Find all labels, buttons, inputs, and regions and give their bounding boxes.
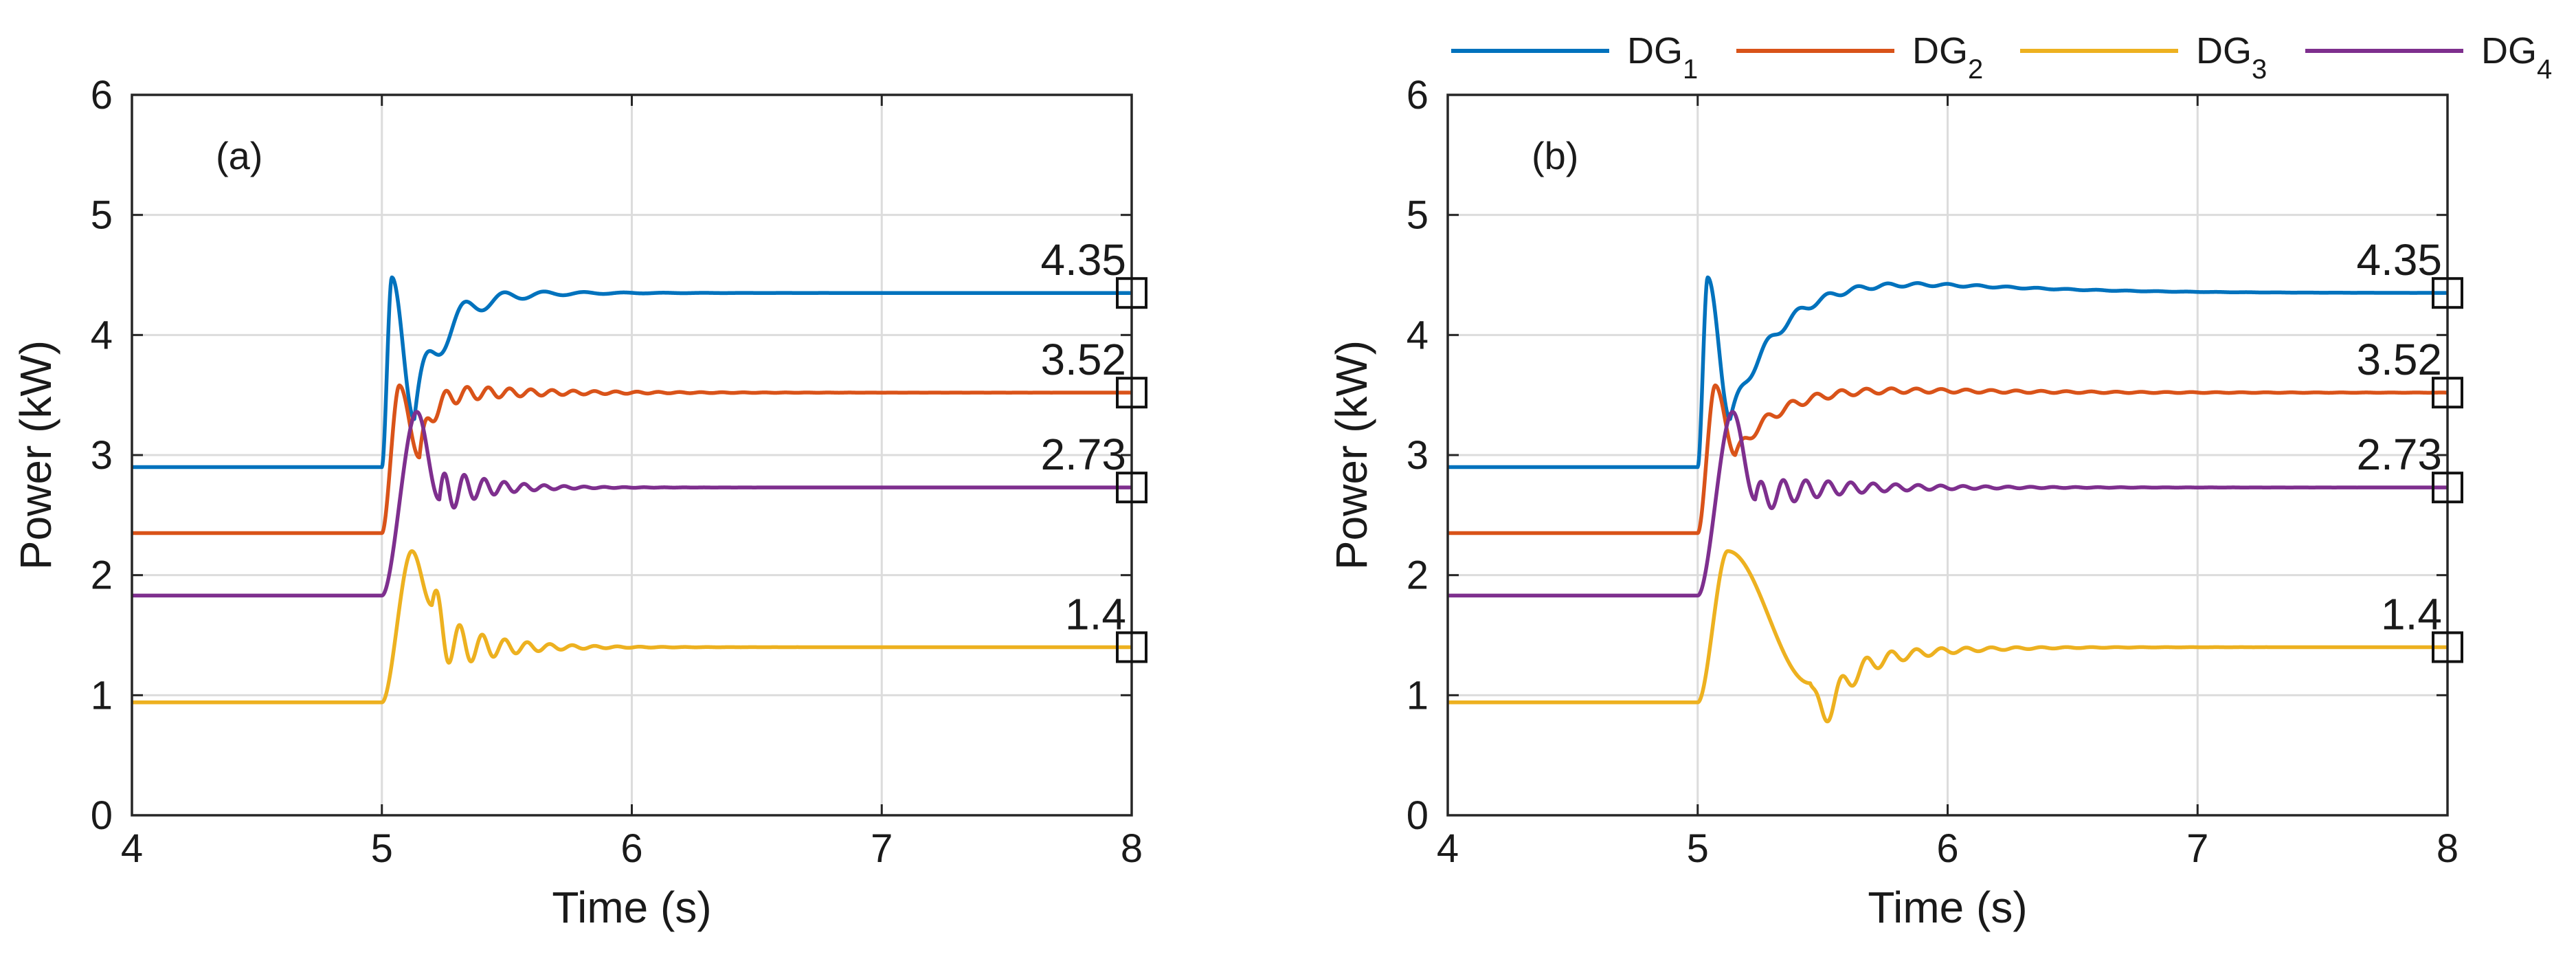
y-tick-label: 6 [1407,73,1429,118]
datatip-label: 3.52 [2356,335,2442,384]
datatip-marker [2432,277,2463,309]
series-line-dg2 [131,383,1133,535]
x-tick-label: 6 [1936,826,1958,871]
y-tick-label: 6 [91,73,113,118]
y-tick-label: 0 [91,793,113,838]
y-tick-label: 4 [91,313,113,357]
datatip-label: 2.73 [2356,430,2442,479]
series-line-dg2 [1446,383,2449,535]
datatip-marker [1116,631,1147,663]
series-line-dg4 [131,410,1133,598]
y-tick-label: 2 [91,553,113,598]
grid [132,95,1132,815]
y-axis-label: Power (kW) [11,340,60,570]
series-line-dg3 [131,549,1133,705]
x-tick-label: 4 [121,826,143,871]
datatip-label: 1.4 [1065,589,1126,639]
legend: DG1 DG2 DG3 DG4 [1451,30,2552,85]
datatip-label: 4.35 [2356,235,2442,285]
series-line-dg1 [1446,275,2449,470]
legend-label-dg4: DG4 [2481,30,2552,85]
x-tick-label: 4 [1437,826,1459,871]
grid [1448,95,2448,815]
series-line-dg4 [1446,410,2449,598]
x-tick-label: 8 [1121,826,1143,871]
y-tick-label: 4 [1407,313,1429,357]
legend-label-dg3: DG3 [2196,30,2267,85]
panel-label: (b) [1532,134,1578,177]
series-line-dg3 [1446,549,2449,724]
datatip-label: 4.35 [1040,235,1126,285]
panel-label: (a) [216,134,262,177]
x-axis-label: Time (s) [1868,883,2027,932]
series-line-dg1 [131,275,1133,470]
datatip-marker [1116,377,1147,409]
datatip-marker [2432,631,2463,663]
y-tick-label: 3 [91,433,113,478]
chart-panel-b: 4 5 6 7 8 0 1 2 3 4 5 6 Time (s) Power (kW) (b) 4.35 3.5… [1327,73,2463,932]
y-tick-label: 5 [1407,193,1429,238]
datatip-marker [2432,472,2463,504]
x-tick-label: 8 [2437,826,2459,871]
y-tick-label: 2 [1407,553,1429,598]
y-tick-label: 3 [1407,433,1429,478]
datatip-marker [1116,277,1147,309]
datatip-label: 1.4 [2381,589,2442,639]
datatip-label: 3.52 [1040,335,1126,384]
x-tick-label: 6 [620,826,642,871]
legend-label-dg1: DG1 [1627,30,1698,85]
datatip-marker [2432,377,2463,409]
x-tick-label: 7 [2186,826,2208,871]
datatip-label: 2.73 [1040,430,1126,479]
datatip-marker [1116,472,1147,504]
x-tick-label: 5 [371,826,393,871]
y-tick-label: 1 [1407,673,1429,718]
legend-label-dg2: DG2 [1912,30,1983,85]
x-axis-label: Time (s) [552,883,711,932]
y-tick-label: 1 [91,673,113,718]
y-axis-label: Power (kW) [1327,340,1376,570]
y-tick-label: 0 [1407,793,1429,838]
x-tick-label: 5 [1687,826,1709,871]
x-tick-label: 7 [871,826,893,871]
y-tick-label: 5 [91,193,113,238]
chart-panel-a: 4 5 6 7 8 0 1 2 3 4 5 6 Time (s) Power (kW) (a) 4.35 3.5… [11,73,1147,932]
